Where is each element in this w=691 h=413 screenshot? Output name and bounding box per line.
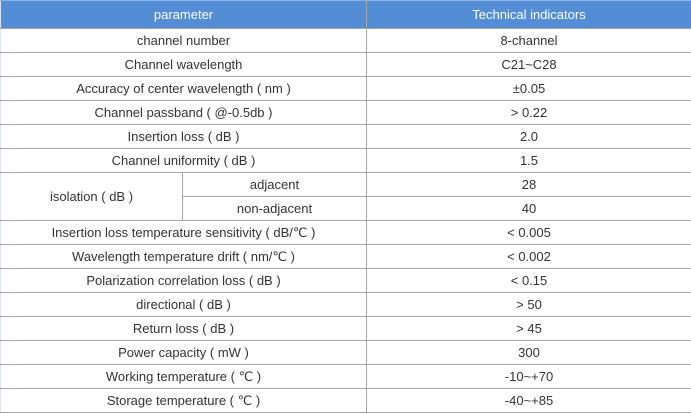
value-cell: > 50 <box>366 292 691 317</box>
table-row: Channel passband ( @-0.5db ) > 0.22 <box>0 100 691 125</box>
value-cell: 40 <box>366 196 691 221</box>
header-technical-indicators: Technical indicators <box>366 0 691 29</box>
param-cell: channel number <box>0 28 367 53</box>
param-cell: Insertion loss temperature sensitivity (… <box>0 220 367 245</box>
value-cell: > 45 <box>366 316 691 341</box>
param-cell: Accuracy of center wavelength ( nm ) <box>0 76 367 101</box>
value-cell: < 0.005 <box>366 220 691 245</box>
param-cell: Channel passband ( @-0.5db ) <box>0 100 367 125</box>
value-cell: 28 <box>366 172 691 197</box>
param-cell: Power capacity ( mW ) <box>0 340 367 365</box>
value-cell: < 0.15 <box>366 268 691 293</box>
table-row: Return loss ( dB ) > 45 <box>0 316 691 341</box>
table-row: Polarization correlation loss ( dB ) < 0… <box>0 268 691 293</box>
param-cell: directional ( dB ) <box>0 292 367 317</box>
table-row: Accuracy of center wavelength ( nm ) ±0.… <box>0 76 691 101</box>
table-row-isolation-adjacent: isolation ( dB ) adjacent 28 <box>0 172 691 221</box>
table-header-row: parameter Technical indicators <box>0 0 691 29</box>
value-cell: < 0.002 <box>366 244 691 269</box>
value-cell: ±0.05 <box>366 76 691 101</box>
table-row: directional ( dB ) > 50 <box>0 292 691 317</box>
table-row: Power capacity ( mW ) 300 <box>0 340 691 365</box>
param-cell: Polarization correlation loss ( dB ) <box>0 268 367 293</box>
value-cell: -40~+85 <box>366 388 691 413</box>
header-parameter: parameter <box>0 0 367 29</box>
table-row: Channel wavelength C21~C28 <box>0 52 691 77</box>
param-cell: Channel wavelength <box>0 52 367 77</box>
param-cell: Insertion loss ( dB ) <box>0 124 367 149</box>
isolation-label-cell: isolation ( dB ) <box>0 172 183 221</box>
param-cell: Return loss ( dB ) <box>0 316 367 341</box>
value-cell: -10~+70 <box>366 364 691 389</box>
value-cell: 1.5 <box>366 148 691 173</box>
param-cell: Storage temperature ( ℃ ) <box>0 388 367 413</box>
value-cell: 8-channel <box>366 28 691 53</box>
table-row: Channel uniformity ( dB ) 1.5 <box>0 148 691 173</box>
table-row: Storage temperature ( ℃ ) -40~+85 <box>0 388 691 413</box>
value-cell: 300 <box>366 340 691 365</box>
value-cell: C21~C28 <box>366 52 691 77</box>
param-cell: non-adjacent <box>182 196 367 221</box>
table-row: Wavelength temperature drift ( nm/℃ ) < … <box>0 244 691 269</box>
table-row: Working temperature ( ℃ ) -10~+70 <box>0 364 691 389</box>
table-row: Insertion loss temperature sensitivity (… <box>0 220 691 245</box>
param-cell: Working temperature ( ℃ ) <box>0 364 367 389</box>
table-row: channel number 8-channel <box>0 28 691 53</box>
value-cell: 2.0 <box>366 124 691 149</box>
param-cell: Wavelength temperature drift ( nm/℃ ) <box>0 244 367 269</box>
table-row: Insertion loss ( dB ) 2.0 <box>0 124 691 149</box>
value-cell: > 0.22 <box>366 100 691 125</box>
param-cell: adjacent <box>182 172 367 197</box>
param-cell: Channel uniformity ( dB ) <box>0 148 367 173</box>
